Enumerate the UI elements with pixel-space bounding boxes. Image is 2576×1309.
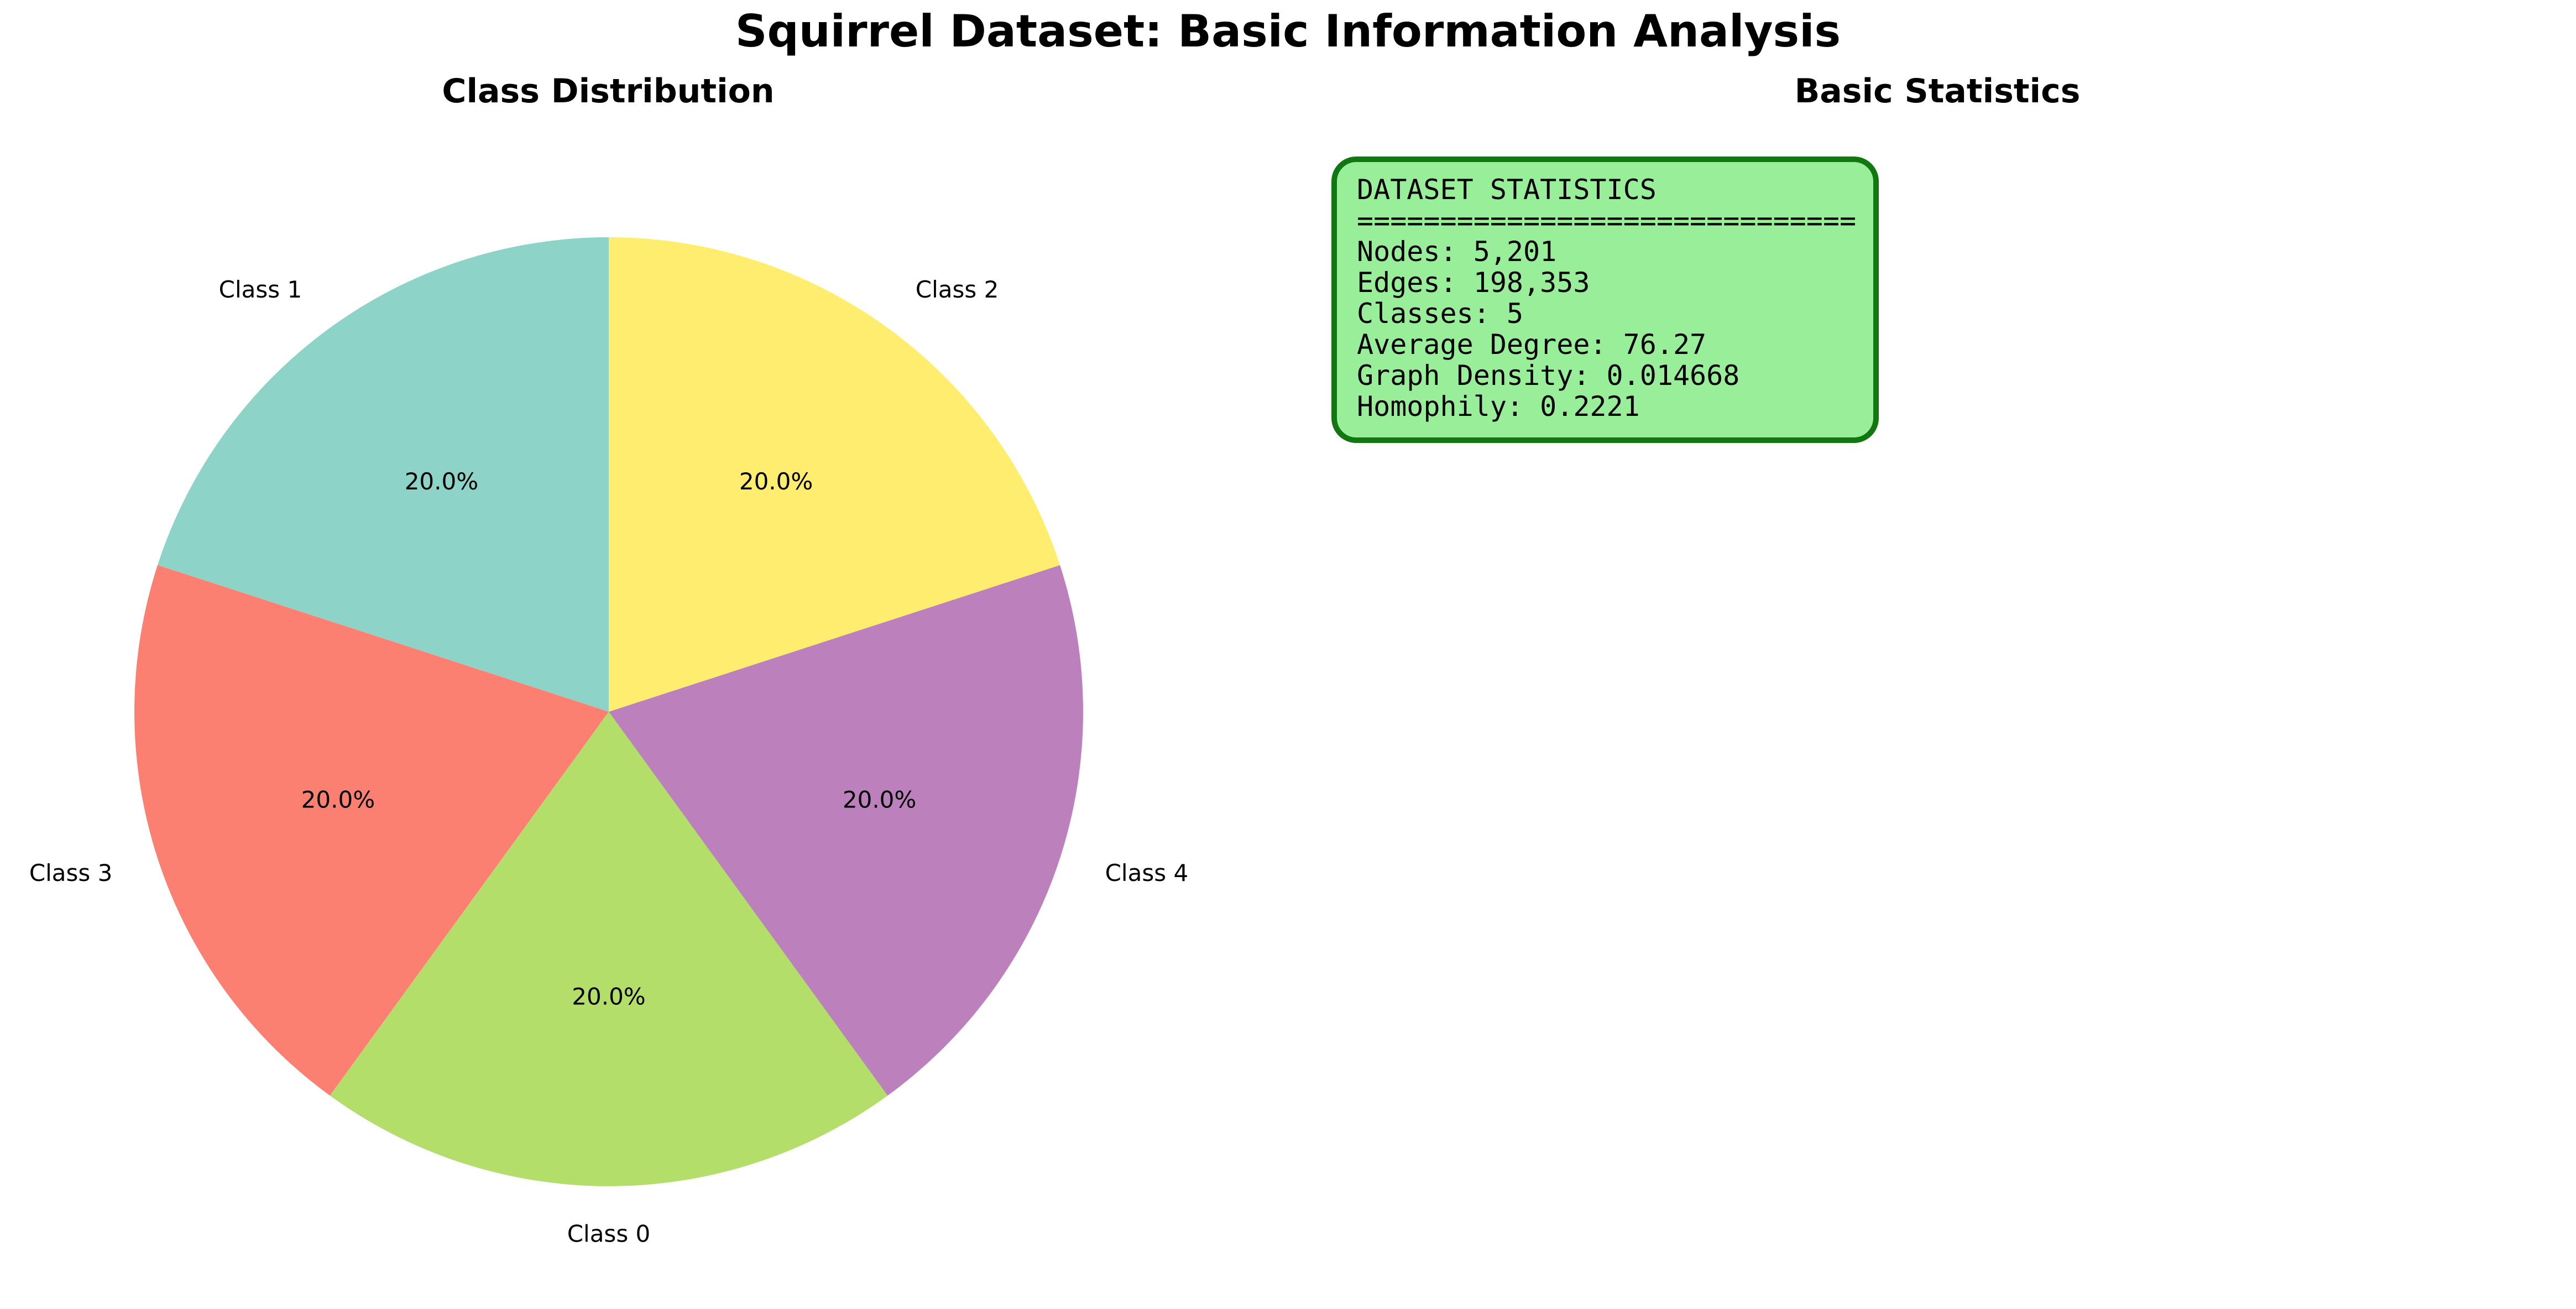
stats-line-homophily: Homophily: 0.2221	[1357, 390, 1640, 423]
pie-slices	[134, 237, 1083, 1187]
stats-line-nodes: Nodes: 5,201	[1357, 236, 1557, 268]
stats-line-classes: Classes: 5	[1357, 298, 1524, 330]
pie-percent-label: 20.0%	[843, 786, 916, 813]
pie-chart-title: Class Distribution	[442, 72, 775, 111]
dataset-statistics-box: DATASET STATISTICS =====================…	[1331, 157, 1879, 443]
figure-title: Squirrel Dataset: Basic Information Anal…	[735, 6, 1841, 57]
pie-percent-label: 20.0%	[301, 786, 375, 813]
pie-category-label: Class 4	[1105, 859, 1189, 886]
stats-panel-title: Basic Statistics	[1794, 72, 2081, 111]
stats-line-header: DATASET STATISTICS	[1357, 174, 1657, 206]
pie-slice-class-3	[134, 565, 609, 1096]
stats-line-separator: ==============================	[1357, 205, 1857, 237]
pie-category-label: Class 0	[567, 1220, 651, 1247]
pie-slice-class-2	[609, 237, 1060, 712]
stats-line-graph-density: Graph Density: 0.014668	[1357, 359, 1740, 392]
pie-percent-label: 20.0%	[739, 468, 813, 495]
stats-line-edges: Edges: 198,353	[1357, 267, 1590, 299]
pie-percent-label: 20.0%	[405, 468, 478, 495]
pie-slice-class-1	[157, 237, 609, 712]
pie-slice-class-4	[609, 565, 1083, 1096]
pie-slice-class-0	[330, 712, 888, 1187]
pie-percent-label: 20.0%	[572, 983, 645, 1010]
stats-line-average-degree: Average Degree: 76.27	[1357, 328, 1707, 361]
pie-labels: 20.0% Class 1 20.0% Class 3 20.0% Class 0 20.0…	[29, 276, 1188, 1247]
pie-category-label: Class 3	[29, 859, 113, 886]
pie-category-label: Class 2	[916, 276, 999, 303]
pie-category-label: Class 1	[219, 276, 302, 303]
